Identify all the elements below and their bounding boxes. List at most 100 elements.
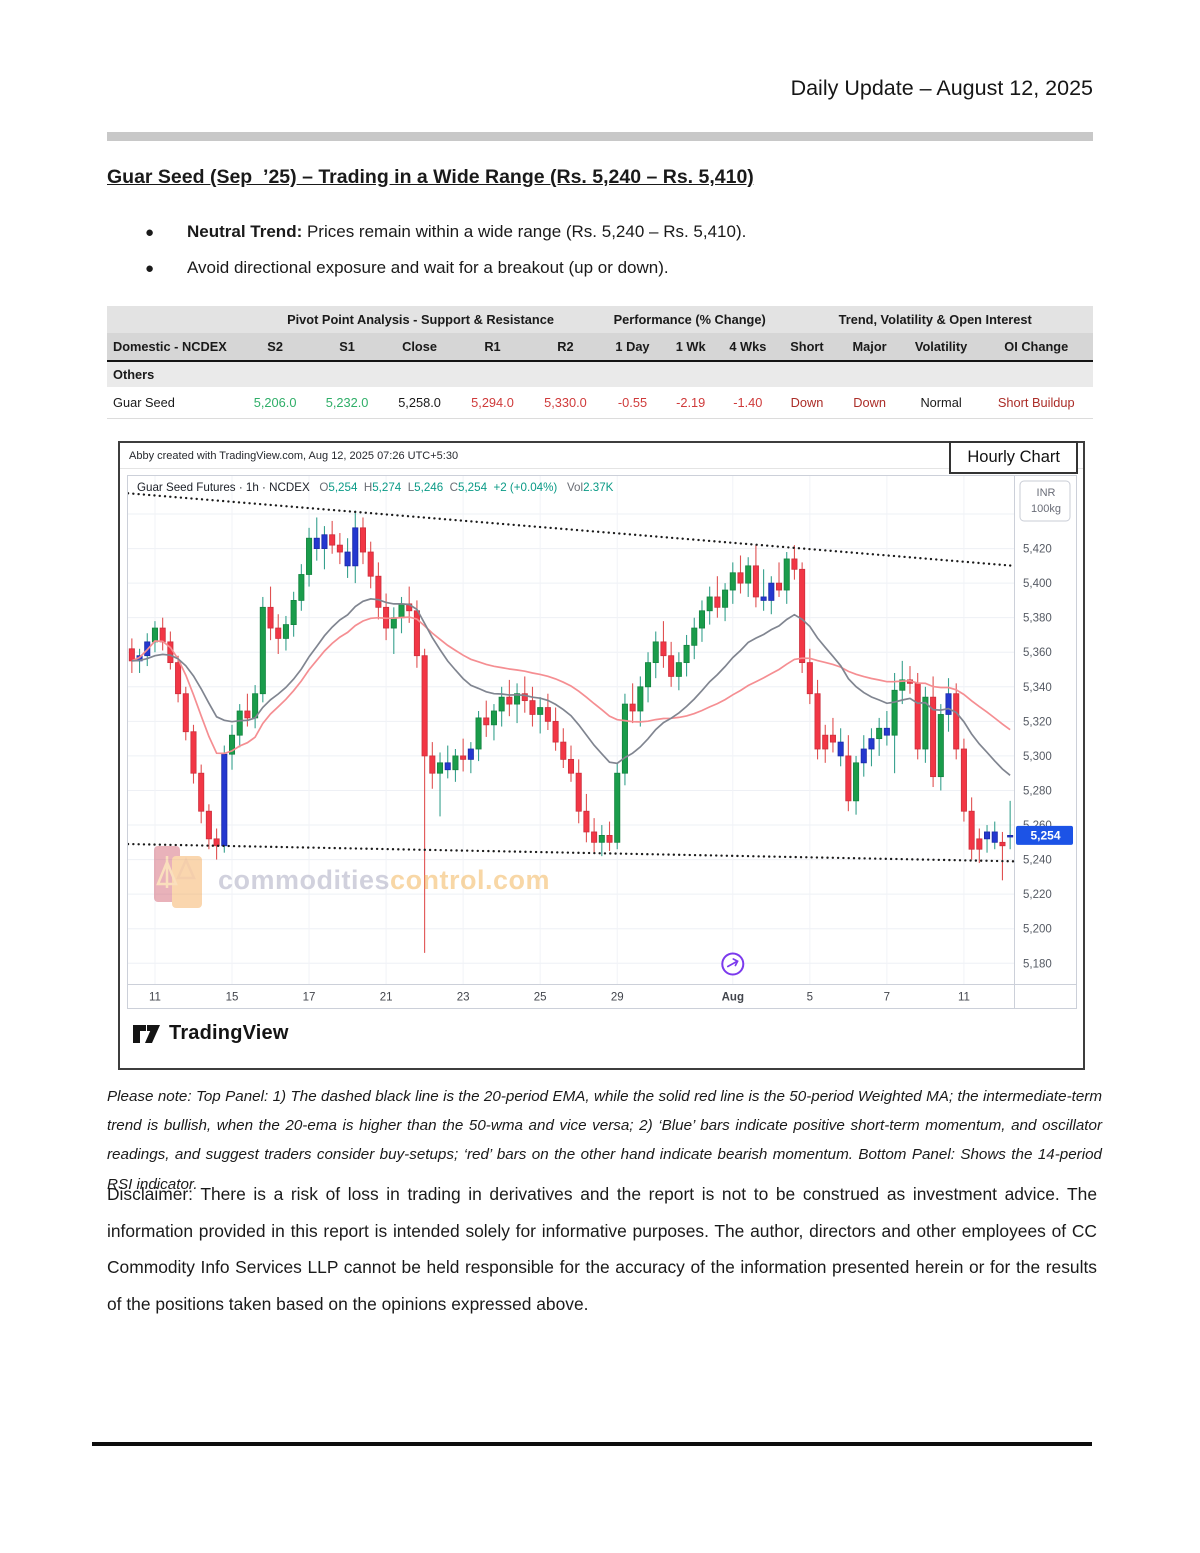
candle-body bbox=[945, 693, 952, 715]
candle-body bbox=[853, 762, 860, 802]
candle-body bbox=[991, 831, 998, 843]
candle-body bbox=[128, 648, 135, 662]
legend-symbol: Guar Seed Futures · 1h · NCDEX bbox=[137, 481, 310, 494]
candle-body bbox=[984, 831, 991, 840]
candle-body bbox=[313, 537, 320, 549]
header-divider-bar bbox=[107, 132, 1093, 141]
time-tick-label: 11 bbox=[149, 992, 161, 1004]
candle-body bbox=[498, 696, 505, 712]
candle-body bbox=[768, 582, 775, 601]
candle-body bbox=[691, 627, 698, 646]
candlestick-chart[interactable]: Guar Seed Futures · 1h · NCDEX O5,254 H5… bbox=[127, 475, 1077, 1009]
dotted-trendline[interactable] bbox=[128, 842, 1016, 863]
candle-body bbox=[891, 689, 898, 736]
price-tick-label: 5,420 bbox=[1023, 544, 1052, 556]
unit-inr-label: INR bbox=[1037, 487, 1056, 499]
candle-body bbox=[660, 641, 667, 657]
bullet-dot: ● bbox=[145, 224, 155, 241]
cell-short-trend: Down bbox=[777, 387, 837, 419]
candle-body bbox=[521, 693, 528, 702]
col-short: Short bbox=[777, 333, 837, 362]
last-price-badge bbox=[1016, 825, 1073, 845]
group-header-performance: Performance (% Change) bbox=[601, 306, 778, 333]
candle-body bbox=[683, 644, 690, 664]
col-volatility: Volatility bbox=[902, 333, 980, 362]
time-tick-label: 5 bbox=[807, 992, 813, 1004]
cell-1day: -0.55 bbox=[601, 387, 664, 419]
candle-body bbox=[413, 610, 420, 657]
candle-body bbox=[645, 662, 652, 688]
cell-oi-change: Short Buildup bbox=[979, 387, 1093, 419]
candle-body bbox=[514, 693, 521, 705]
candle-body bbox=[714, 596, 721, 608]
col-r1: R1 bbox=[456, 333, 529, 362]
candle-body bbox=[221, 753, 228, 847]
candle-body bbox=[537, 707, 544, 715]
candle-body bbox=[752, 565, 759, 598]
price-tick-label: 5,180 bbox=[1023, 958, 1052, 970]
unit-box[interactable] bbox=[1019, 480, 1071, 522]
candle-body bbox=[729, 572, 736, 591]
col-r2: R2 bbox=[528, 333, 602, 362]
candle-body bbox=[390, 617, 397, 629]
price-tick-label: 5,380 bbox=[1023, 613, 1052, 625]
price-tick-label: 5,360 bbox=[1023, 647, 1052, 659]
time-tick-label: 7 bbox=[884, 992, 890, 1004]
candle-body bbox=[452, 755, 459, 771]
candle-body bbox=[282, 624, 289, 639]
bullet-item-neutral-trend: ● Neutral Trend: Prices remain within a … bbox=[137, 222, 1077, 244]
candle-body bbox=[275, 627, 282, 639]
candle-body bbox=[506, 696, 513, 705]
bullet-item-avoid-exposure: ● Avoid directional exposure and wait fo… bbox=[137, 258, 1077, 280]
price-tick-label: 5,220 bbox=[1023, 889, 1052, 901]
dotted-trendline[interactable] bbox=[128, 492, 1016, 568]
candle-body bbox=[791, 558, 798, 570]
table-column-header-row: Domestic - NCDEX S2 S1 Close R1 R2 1 Day… bbox=[107, 333, 1093, 362]
bullet-text: Prices remain within a wide range (Rs. 5… bbox=[302, 222, 747, 241]
cell-r1: 5,294.0 bbox=[456, 387, 529, 419]
candle-body bbox=[175, 662, 182, 695]
page-footer-rule bbox=[92, 1442, 1092, 1446]
col-close: Close bbox=[383, 333, 457, 362]
bullet-text: Avoid directional exposure and wait for … bbox=[187, 258, 669, 277]
candle-body bbox=[860, 748, 867, 764]
hourly-chart-label: Hourly Chart bbox=[949, 441, 1078, 474]
candle-body bbox=[198, 772, 205, 812]
price-tick-label: 5,340 bbox=[1023, 682, 1052, 694]
col-s1: S1 bbox=[311, 333, 384, 362]
candle-body bbox=[329, 534, 336, 546]
candle-body bbox=[344, 551, 351, 567]
candle-body bbox=[460, 755, 467, 760]
candle-body bbox=[737, 572, 744, 584]
bullet-bold-label: Neutral Trend: bbox=[187, 222, 303, 241]
candle-body bbox=[182, 693, 189, 733]
chart-legend: Guar Seed Futures · 1h · NCDEX O5,254 H5… bbox=[137, 481, 613, 494]
disclaimer-paragraph: Disclaimer: There is a risk of loss in t… bbox=[107, 1184, 1097, 1314]
candle-body bbox=[775, 582, 783, 591]
candle-body bbox=[467, 748, 474, 760]
candle-body bbox=[914, 682, 921, 750]
candle-body bbox=[151, 627, 158, 643]
candle-body bbox=[829, 734, 836, 743]
candle-body bbox=[899, 679, 906, 691]
pivot-point-table: Pivot Point Analysis - Support & Resista… bbox=[107, 306, 1093, 419]
candle-body bbox=[306, 537, 313, 575]
legend-volume: 2.37K bbox=[583, 481, 614, 494]
ema20-line bbox=[131, 598, 1011, 776]
candle-body bbox=[298, 574, 305, 601]
time-tick-label: 23 bbox=[457, 992, 470, 1004]
candle-body bbox=[976, 838, 983, 850]
time-tick-label: 21 bbox=[380, 992, 393, 1004]
wma50-line bbox=[131, 616, 1011, 755]
candle-body bbox=[883, 727, 890, 736]
price-tick-label: 5,320 bbox=[1023, 716, 1052, 728]
candle-body bbox=[698, 610, 705, 629]
section-label-others: Others bbox=[107, 361, 1093, 387]
group-header-trend: Trend, Volatility & Open Interest bbox=[777, 306, 1093, 333]
candle-body bbox=[868, 738, 875, 750]
price-plot[interactable]: 5,1805,2005,2205,2405,2605,2805,3005,320… bbox=[128, 476, 1076, 1008]
time-tick-label: 11 bbox=[958, 992, 970, 1004]
candle-body bbox=[930, 696, 937, 778]
legend-h-label: H bbox=[363, 481, 373, 494]
candle-body bbox=[437, 762, 444, 774]
